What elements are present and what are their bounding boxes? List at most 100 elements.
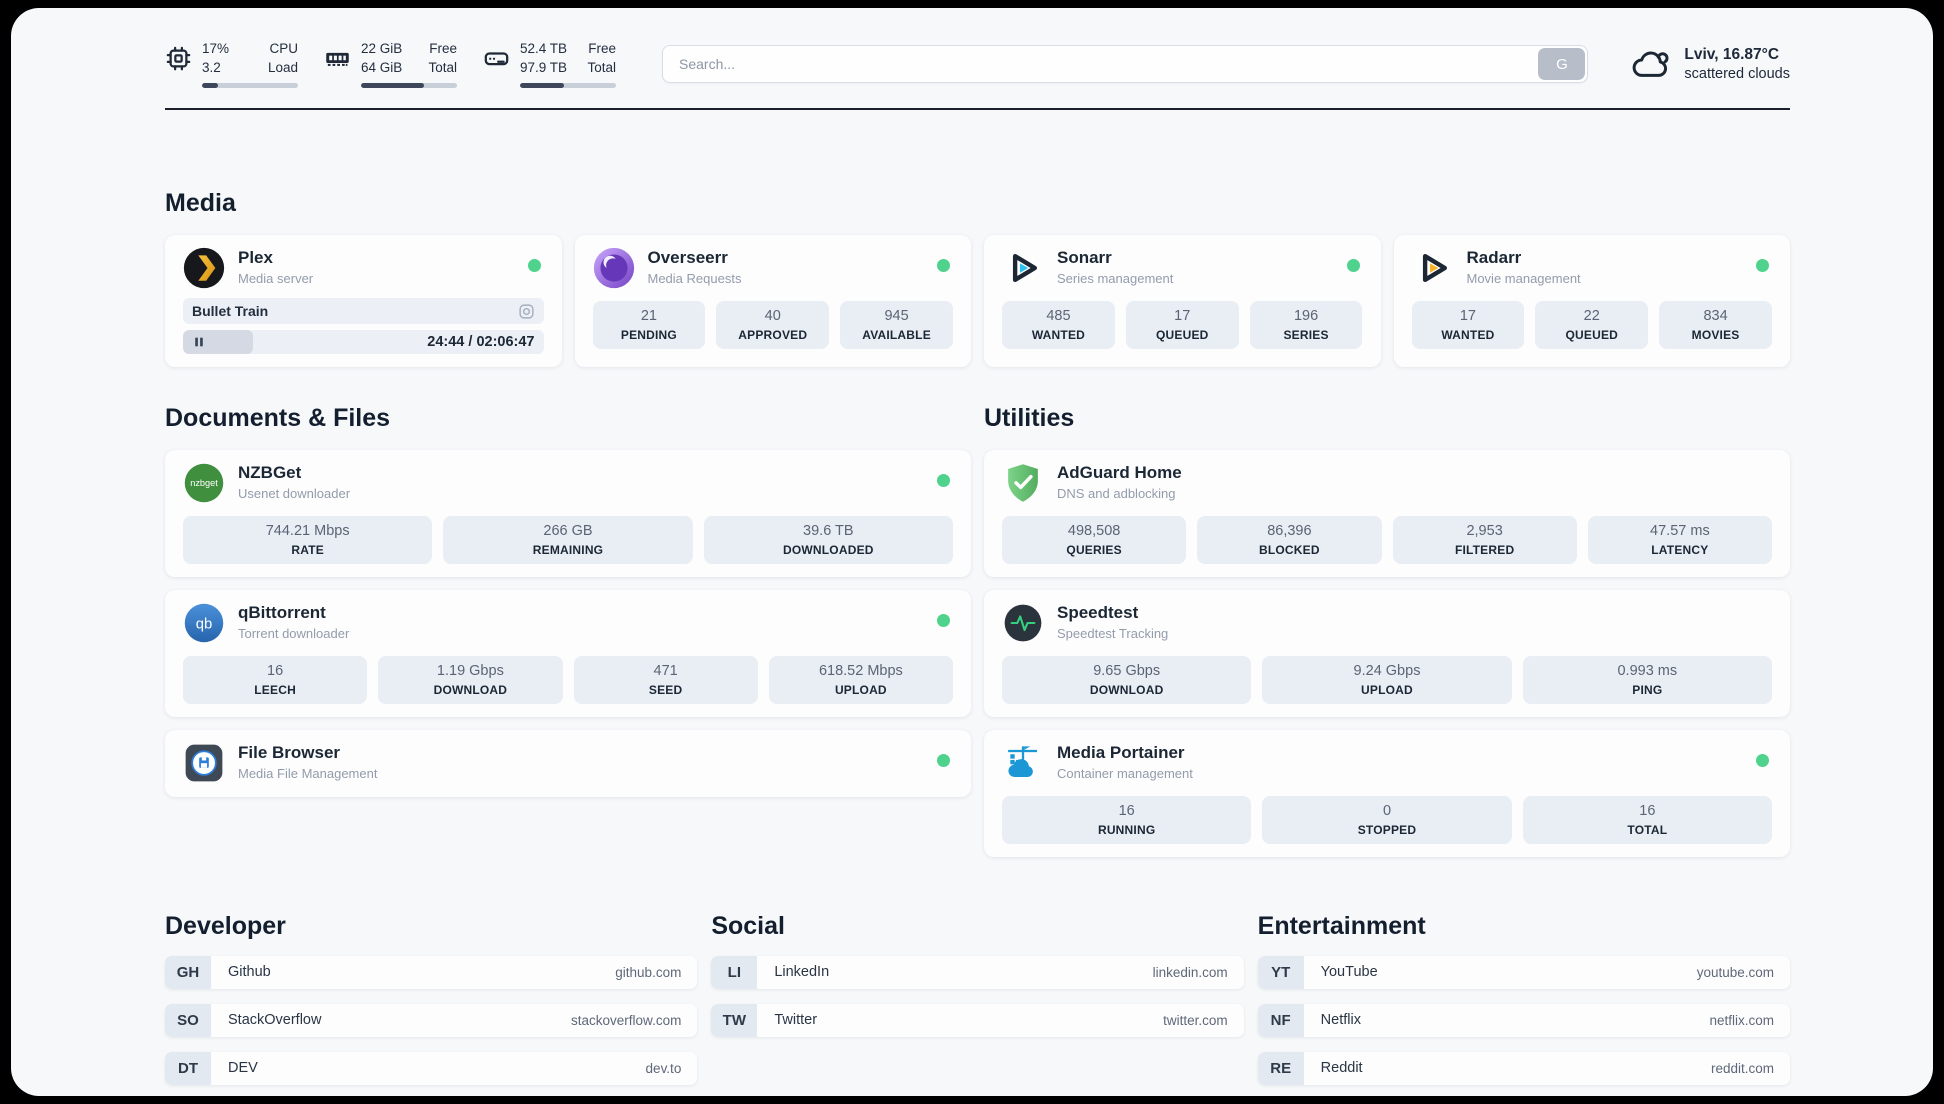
disk-progress-bar (520, 82, 616, 88)
stat-wanted: 17 WANTED (1411, 301, 1525, 349)
link-badge: LI (711, 955, 758, 989)
radarr-icon (1412, 247, 1454, 289)
system-widgets: 17% 3.2 CPU Load (165, 40, 616, 88)
link-netflix[interactable]: NF Netflix netflix.com (1257, 1003, 1790, 1037)
app-card-sonarr[interactable]: Sonarr Series management 485 WANTED 17 Q… (984, 235, 1381, 367)
weather-condition: scattered clouds (1684, 66, 1790, 82)
stat-pending: 21 PENDING (592, 301, 706, 349)
app-card-qbittorrent[interactable]: qb qBittorrent Torrent downloader 16 LEE… (165, 589, 971, 717)
link-linkedin[interactable]: LI LinkedIn linkedin.com (711, 955, 1244, 989)
speedtest-pulse-icon (1002, 602, 1044, 644)
dashboard-panel: 17% 3.2 CPU Load (11, 8, 1933, 1096)
link-stackoverflow[interactable]: SO StackOverflow stackoverflow.com (165, 1003, 698, 1037)
memory-progress-bar (361, 82, 457, 88)
hard-drive-icon (483, 45, 510, 72)
app-name: AdGuard Home (1057, 463, 1182, 482)
stat-total: 16 TOTAL (1522, 795, 1772, 844)
link-reddit[interactable]: RE Reddit reddit.com (1257, 1051, 1790, 1085)
plex-now-playing: Bullet Train 24:44 / 02:06:47 (183, 298, 544, 354)
stat-approved: 40 APPROVED (716, 301, 830, 349)
section-title-entertainment: Entertainment (1257, 911, 1426, 940)
svg-text:nzbget: nzbget (190, 478, 218, 488)
app-card-filebrowser[interactable]: File Browser Media File Management (165, 729, 971, 797)
stat-remaining: 266 GB REMAINING (443, 516, 693, 564)
adguard-shield-icon (1002, 462, 1044, 504)
link-badge: RE (1257, 1051, 1304, 1085)
app-description: Torrent downloader (238, 625, 350, 641)
status-online-dot (937, 474, 950, 487)
now-playing-time: 24:44 / 02:06:47 (427, 334, 535, 350)
app-name: Speedtest (1057, 602, 1139, 622)
stat-blocked: 86,396 BLOCKED (1197, 516, 1382, 564)
weather-location-temperature: Lviv, 16.87°C (1684, 46, 1780, 63)
stat-stopped: 0 STOPPED (1262, 795, 1512, 844)
disk-values: 52.4 TB 97.9 TB (520, 41, 568, 75)
app-description: Media File Management (238, 765, 378, 781)
app-card-nzbget[interactable]: nzbget NZBGet Usenet downloader 744.21 M… (165, 450, 971, 577)
disk-widget: 52.4 TB 97.9 TB Free Total (483, 40, 616, 88)
status-online-dot (937, 613, 950, 627)
app-name: Sonarr (1057, 248, 1112, 267)
stat-series: 196 SERIES (1249, 301, 1363, 349)
status-online-dot (527, 259, 541, 272)
stat-movies: 834 MOVIES (1659, 301, 1772, 349)
app-card-radarr[interactable]: Radarr Movie management 17 WANTED 22 QUE… (1393, 235, 1790, 367)
section-title-developer: Developer (165, 911, 286, 940)
now-playing-title-row[interactable]: Bullet Train (183, 298, 544, 324)
stat-wanted: 485 WANTED (1002, 301, 1115, 349)
sonarr-icon (1002, 247, 1044, 289)
app-card-plex[interactable]: Plex Media server Bullet Train (165, 235, 562, 367)
link-badge: GH (165, 955, 211, 989)
link-badge: SO (165, 1003, 211, 1037)
search-engine-button[interactable]: G (1538, 48, 1586, 80)
app-description: Media server (238, 271, 314, 286)
stat-upload: 9.24 Gbps UPLOAD (1262, 655, 1512, 704)
stat-filtered: 2,953 FILTERED (1392, 516, 1577, 564)
stat-available: 945 AVAILABLE (840, 301, 953, 349)
app-card-adguard[interactable]: AdGuard Home DNS and adblocking 498,508 … (984, 450, 1790, 577)
portainer-icon (1002, 742, 1044, 784)
qbittorrent-icon: qb (183, 602, 225, 644)
app-card-speedtest[interactable]: Speedtest Speedtest Tracking 9.65 Gbps D… (984, 589, 1790, 717)
status-online-dot (937, 753, 950, 767)
now-playing-progress-bar[interactable]: 24:44 / 02:06:47 (183, 330, 544, 354)
app-description: Container management (1057, 765, 1193, 781)
app-description: Speedtest Tracking (1057, 625, 1169, 641)
search-bar: G (662, 45, 1589, 83)
status-online-dot (937, 259, 950, 272)
link-twitter[interactable]: TW Twitter twitter.com (711, 1003, 1244, 1037)
header-divider (165, 108, 1790, 110)
section-documents-files: Documents & Files nzbget NZBGet U (165, 403, 971, 857)
stat-queued: 22 QUEUED (1535, 301, 1649, 349)
section-social: Social LI LinkedIn linkedin.com TW Twitt… (711, 911, 1244, 1085)
app-description: DNS and adblocking (1057, 486, 1176, 501)
plex-icon (183, 247, 225, 289)
cpu-widget: 17% 3.2 CPU Load (165, 40, 298, 88)
stat-downloaded: 39.6 TB DOWNLOADED (703, 516, 953, 564)
app-name: File Browser (238, 742, 341, 762)
link-dev[interactable]: DT DEV dev.to (165, 1051, 698, 1085)
link-badge: YT (1257, 955, 1304, 989)
link-youtube[interactable]: YT YouTube youtube.com (1257, 955, 1790, 989)
link-badge: TW (711, 1003, 758, 1037)
link-github[interactable]: GH Github github.com (165, 955, 698, 989)
svg-text:qb: qb (196, 616, 213, 632)
pause-icon[interactable] (192, 335, 206, 349)
stat-ping: 0.993 ms PING (1522, 655, 1772, 704)
memory-progress-fill (361, 82, 425, 88)
cpu-chip-icon (165, 45, 192, 72)
app-description: Usenet downloader (238, 486, 351, 501)
memory-labels: Free Total (428, 41, 457, 75)
search-input[interactable] (662, 45, 1589, 83)
now-playing-progress-fill (183, 330, 254, 354)
stat-queries: 498,508 QUERIES (1002, 516, 1187, 564)
app-card-overseerr[interactable]: Overseerr Media Requests 21 PENDING 40 A… (574, 235, 971, 367)
link-badge: DT (165, 1051, 211, 1085)
app-card-portainer[interactable]: Media Portainer Container management 16 … (984, 729, 1790, 857)
section-title-documents: Documents & Files (165, 404, 391, 432)
section-developer: Developer GH Github github.com SO StackO… (165, 911, 698, 1085)
top-bar: 17% 3.2 CPU Load (165, 38, 1790, 90)
memory-values: 22 GiB 64 GiB (361, 41, 403, 75)
stat-seed: 471 SEED (573, 655, 758, 704)
app-name: Radarr (1466, 248, 1522, 267)
